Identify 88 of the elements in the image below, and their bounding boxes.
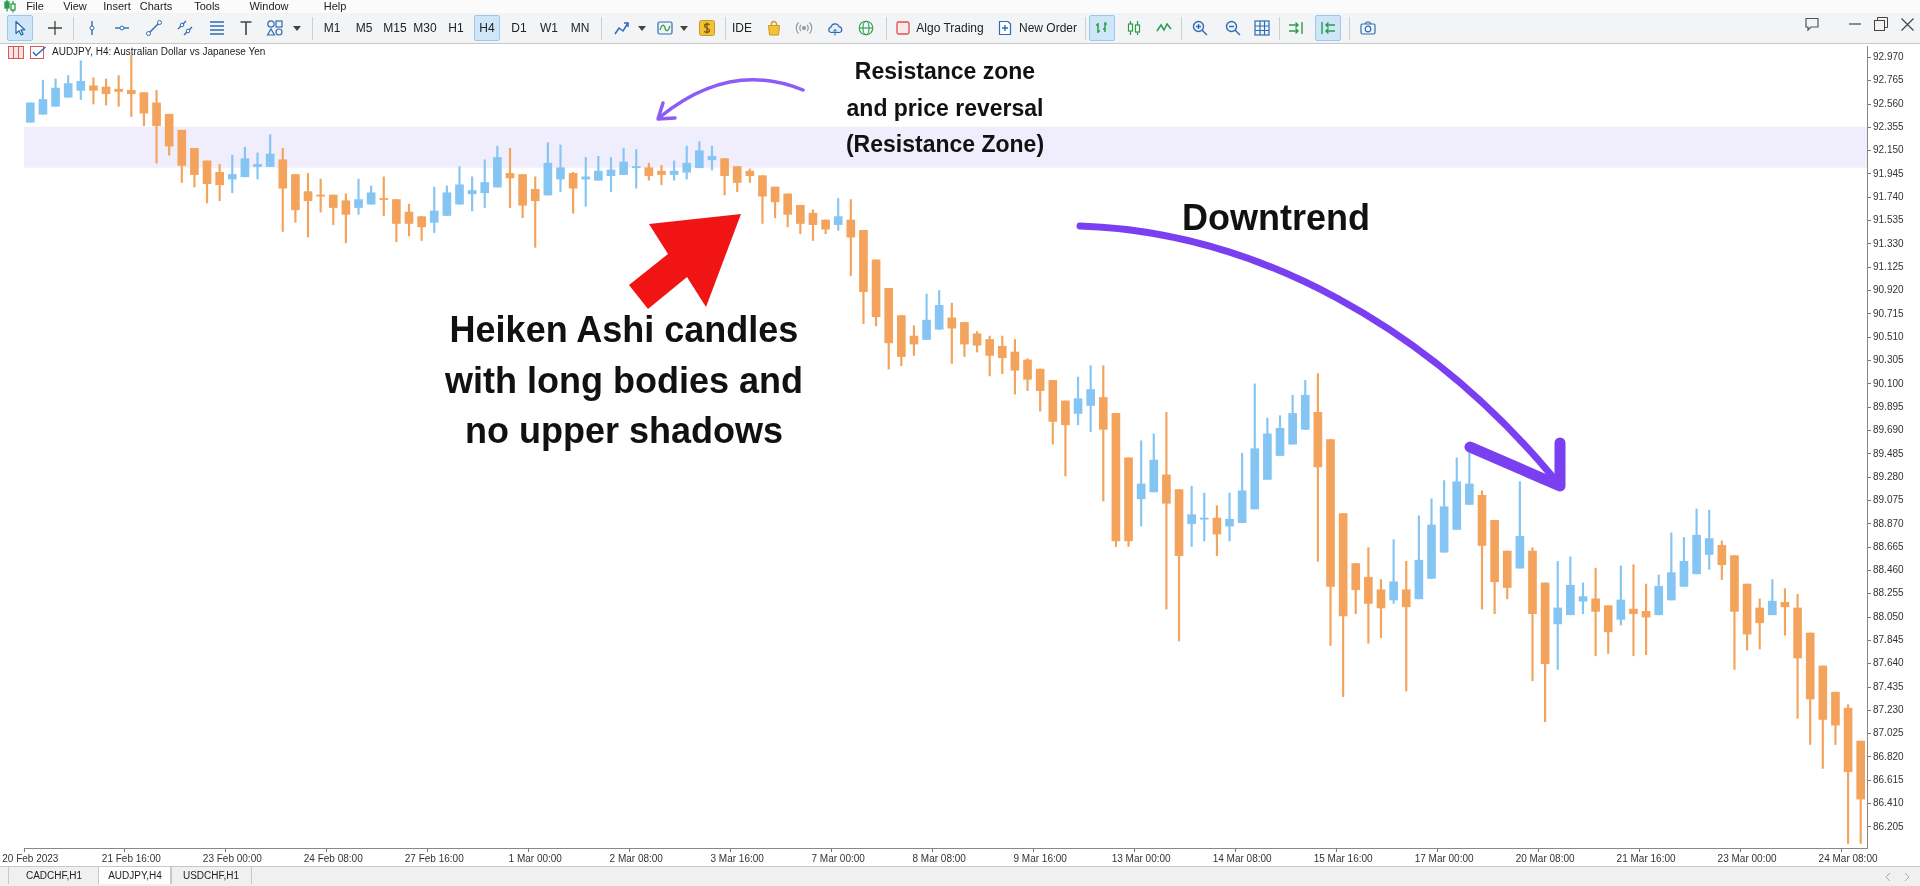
text: Algo Trading bbox=[916, 21, 984, 35]
text: MN bbox=[570, 21, 590, 35]
y-tick-label: 87.640 bbox=[1873, 657, 1905, 669]
y-tick-label: 86.410 bbox=[1873, 797, 1905, 809]
text: Help bbox=[323, 0, 347, 12]
candlestick bbox=[1061, 400, 1070, 477]
y-tick-label: 87.230 bbox=[1873, 704, 1905, 716]
y-tick-label: 92.560 bbox=[1873, 97, 1905, 109]
x-tick-label: 9 Mar 16:00 bbox=[1013, 852, 1068, 864]
y-tick-label: 87.845 bbox=[1873, 634, 1905, 646]
text: M5 bbox=[355, 21, 373, 35]
text: Tools bbox=[194, 0, 220, 12]
y-tick-label: 88.255 bbox=[1873, 587, 1905, 599]
y-tick-label: 86.615 bbox=[1873, 774, 1905, 786]
x-tick-label: 14 Mar 08:00 bbox=[1212, 852, 1273, 864]
y-tick-label: 88.665 bbox=[1873, 540, 1905, 552]
x-tick-label: 23 Mar 00:00 bbox=[1717, 852, 1777, 864]
y-tick-label: 91.330 bbox=[1873, 237, 1905, 249]
text: CADCHF,H1 bbox=[25, 870, 83, 881]
text: File bbox=[26, 0, 44, 12]
text: View bbox=[63, 0, 87, 12]
text: M15 bbox=[383, 21, 407, 35]
y-tick-label: 90.715 bbox=[1873, 307, 1905, 319]
y-tick-label: 91.740 bbox=[1873, 191, 1905, 203]
y-tick-label: 89.690 bbox=[1873, 424, 1905, 436]
text: M1 bbox=[323, 21, 341, 35]
y-tick-label: 87.025 bbox=[1873, 727, 1905, 739]
text: New Order bbox=[1018, 21, 1078, 35]
annotation: Downtrend bbox=[1182, 197, 1370, 238]
y-tick-label: 89.485 bbox=[1873, 447, 1905, 459]
y-tick-label: 86.205 bbox=[1873, 820, 1905, 832]
x-tick-label: 15 Mar 16:00 bbox=[1313, 852, 1374, 864]
y-tick-label: 88.050 bbox=[1873, 610, 1905, 622]
y-tick-label: 89.895 bbox=[1873, 400, 1905, 412]
chart-title: AUDJPY, H4: Australian Dollar vs Japanese Yen bbox=[52, 46, 266, 57]
candlestick bbox=[253, 152, 262, 180]
y-tick-label: 90.510 bbox=[1873, 330, 1905, 342]
y-tick-label: 88.870 bbox=[1873, 517, 1905, 529]
text: Window bbox=[249, 0, 289, 12]
y-tick-label: 90.920 bbox=[1873, 284, 1905, 296]
x-tick-label: 13 Mar 00:00 bbox=[1111, 852, 1172, 864]
annotation: Heiken Ashi candles with long bodies and no upper shadows bbox=[445, 308, 803, 453]
x-tick-label: 7 Mar 00:00 bbox=[811, 852, 866, 864]
text: USDCHF,H1 bbox=[182, 870, 240, 881]
candlestick bbox=[556, 144, 565, 192]
y-tick-label: 90.305 bbox=[1873, 354, 1905, 366]
x-tick-label: 23 Feb 00:00 bbox=[202, 852, 263, 864]
text: W1 bbox=[540, 21, 558, 35]
candlestick bbox=[657, 165, 666, 186]
y-tick-label: 86.820 bbox=[1873, 750, 1905, 762]
candlestick bbox=[354, 178, 363, 215]
x-tick-label: 21 Mar 16:00 bbox=[1616, 852, 1676, 864]
candlestick bbox=[1225, 492, 1234, 542]
y-tick-label: 92.355 bbox=[1873, 121, 1905, 133]
x-tick-label: 20 Feb 2023 bbox=[2, 852, 59, 864]
y-tick-label: 91.945 bbox=[1873, 167, 1905, 179]
candlestick bbox=[1629, 564, 1638, 657]
y-tick-label: 89.075 bbox=[1873, 494, 1905, 506]
y-tick-label: 92.765 bbox=[1873, 74, 1905, 86]
text: H4 bbox=[479, 21, 495, 35]
x-tick-label: 1 Mar 00:00 bbox=[508, 852, 563, 864]
y-tick-label: 92.970 bbox=[1873, 51, 1905, 63]
y-tick-label: 91.535 bbox=[1873, 214, 1905, 226]
text: M30 bbox=[413, 21, 437, 35]
x-tick-label: 2 Mar 08:00 bbox=[609, 852, 664, 864]
y-tick-label: 90.100 bbox=[1873, 377, 1905, 389]
text: D1 bbox=[511, 21, 527, 35]
text: H1 bbox=[448, 21, 464, 35]
x-tick-label: 24 Feb 08:00 bbox=[303, 852, 364, 864]
text: Insert bbox=[103, 0, 131, 12]
y-tick-label: 91.125 bbox=[1873, 261, 1905, 273]
candlestick bbox=[89, 77, 98, 105]
x-tick-label: 3 Mar 16:00 bbox=[710, 852, 765, 864]
text: AUDJPY,H4 bbox=[108, 870, 162, 881]
y-tick-label: 88.460 bbox=[1873, 564, 1905, 576]
y-tick-label: 89.280 bbox=[1873, 470, 1905, 482]
x-tick-label: 20 Mar 08:00 bbox=[1515, 852, 1575, 864]
x-tick-label: 24 Mar 08:00 bbox=[1818, 852, 1878, 864]
y-tick-label: 92.150 bbox=[1873, 144, 1905, 156]
text: IDE bbox=[731, 21, 753, 35]
x-tick-label: 21 Feb 16:00 bbox=[101, 852, 162, 864]
x-tick-label: 27 Feb 16:00 bbox=[404, 852, 465, 864]
x-tick-label: 17 Mar 00:00 bbox=[1414, 852, 1475, 864]
y-tick-label: 87.435 bbox=[1873, 680, 1905, 692]
text: Charts bbox=[139, 0, 173, 12]
x-tick-label: 8 Mar 08:00 bbox=[912, 852, 967, 864]
candlestick bbox=[152, 90, 161, 164]
annotation: Resistance zone and price reversal (Resistance Zone) bbox=[845, 57, 1045, 159]
